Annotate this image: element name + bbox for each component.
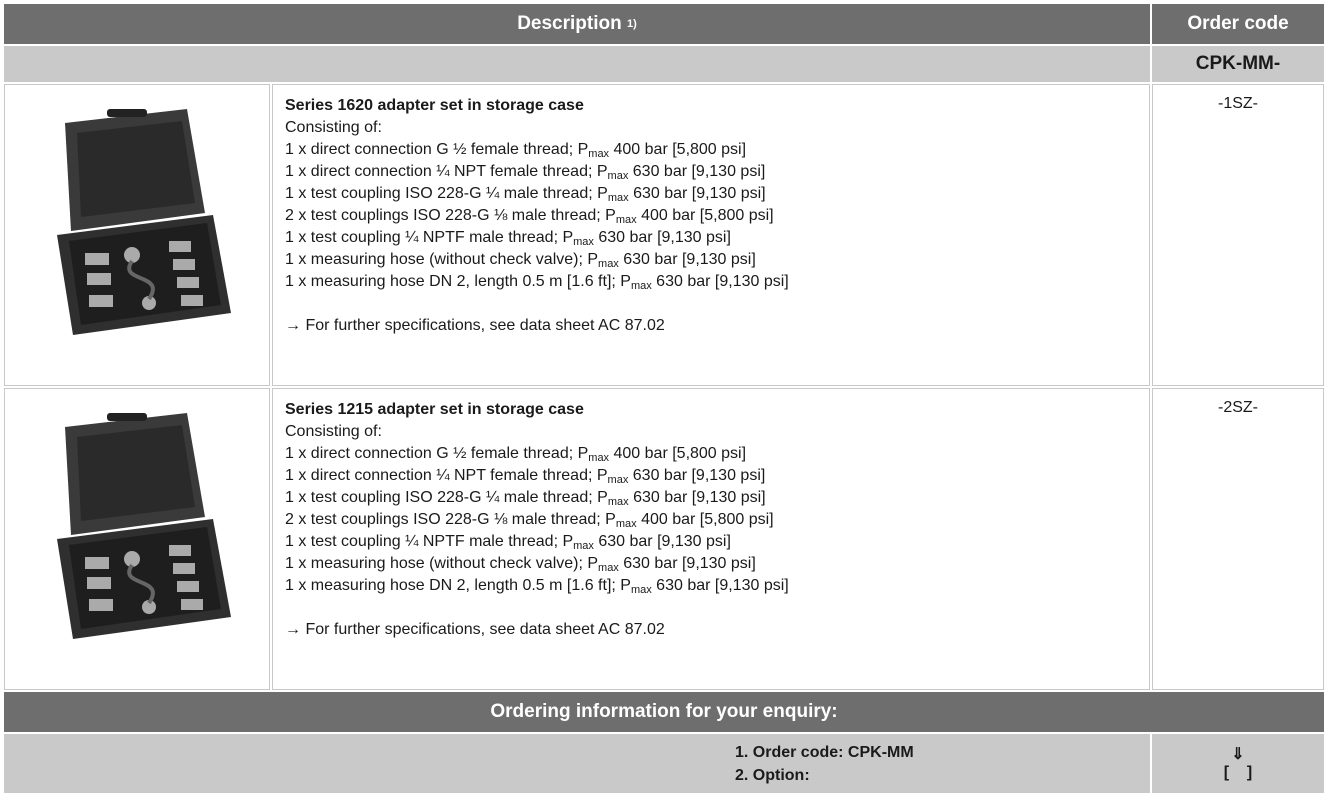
spec-line: 1 x direct connection ¼ NPT female threa…: [285, 161, 1149, 183]
spec-text: 2 x test couplings ISO 228-G ⅛ male thre…: [285, 207, 616, 224]
spec-text: 1 x direct connection ¼ NPT female threa…: [285, 467, 608, 484]
subscript: max: [573, 236, 594, 248]
subscript: max: [573, 540, 594, 552]
arrow: ⇓: [1231, 746, 1245, 763]
spec-line: 1 x measuring hose DN 2, length 0.5 m [1…: [285, 271, 1149, 293]
spec-line: 1 x test coupling ¼ NPTF male thread; Pm…: [285, 531, 1149, 553]
order-code: -2SZ-: [1152, 388, 1324, 690]
header-order-code: Order code: [1152, 4, 1324, 44]
subheader-cell: [4, 46, 1150, 82]
header-description: Description: [517, 13, 622, 34]
subscript: max: [588, 148, 610, 160]
intro: Consisting of:: [285, 423, 382, 440]
subscript: max: [607, 192, 629, 204]
spec-text: 630 bar [9,130 psi]: [628, 185, 766, 202]
spec-text: 630 bar [9,130 psi]: [651, 577, 789, 594]
step: 1. Order code: CPK-MM: [735, 744, 914, 761]
spec-text: 1 x measuring hose DN 2, length 0.5 m [1…: [285, 577, 631, 594]
spec-line: 1 x test coupling ¼ NPTF male thread; Pm…: [285, 227, 1149, 249]
spec-text: 630 bar [9,130 psi]: [593, 229, 731, 246]
description-cell: Series 1620 adapter set in storage case C…: [272, 84, 1150, 386]
subscript: max: [615, 214, 637, 226]
intro: Consisting of:: [285, 119, 382, 136]
subscript: max: [598, 562, 619, 574]
spec-text: 400 bar [5,800 psi]: [609, 141, 747, 158]
spec-text: 630 bar [9,130 psi]: [618, 251, 756, 268]
subscript: max: [607, 170, 629, 182]
spec-line: 2 x test couplings ISO 228-G ⅛ male thre…: [285, 509, 1149, 531]
spec-line: 2 x test couplings ISO 228-G ⅛ male thre…: [285, 205, 1149, 227]
spec-line: 1 x direct connection G ½ female thread;…: [285, 443, 1149, 465]
subscript: max: [588, 452, 610, 464]
product-title: Series 1620 adapter set in storage case: [285, 97, 584, 114]
spec-text: 400 bar [5,800 psi]: [609, 445, 747, 462]
spec-text: 400 bar [5,800 psi]: [636, 207, 774, 224]
datasheet-note: → For further specifications, see data s…: [285, 621, 665, 638]
subscript: max: [607, 496, 629, 508]
spec-text: 1 x test coupling ¼ NPTF male thread; P: [285, 533, 574, 550]
spec-text: 1 x measuring hose (without check valve)…: [285, 251, 599, 268]
subscript: max: [630, 584, 652, 596]
spec-text: 1 x direct connection G ½ female thread;…: [285, 445, 589, 462]
spec-text: 630 bar [9,130 psi]: [628, 163, 766, 180]
case-image: [57, 109, 231, 335]
ordering-code-cell: ⇓ [ ]: [1152, 734, 1324, 793]
spec-text: 2 x test couplings ISO 228-G ⅛ male thre…: [285, 511, 616, 528]
description-cell: Series 1215 adapter set in storage case C…: [272, 388, 1150, 690]
ordering-steps: 1. Order code: CPK-MM 2. Option:: [4, 734, 1150, 793]
image-cell: [4, 388, 270, 690]
code-prefix: CPK-MM-: [1152, 46, 1324, 82]
spec-text: 1 x test coupling ¼ NPTF male thread; P: [285, 229, 574, 246]
spec-line: 1 x test coupling ISO 228-G ¼ male threa…: [285, 183, 1149, 205]
spec-text: 1 x test coupling ISO 228-G ¼ male threa…: [285, 489, 608, 506]
header-cell: Description 1): [4, 4, 1150, 44]
subscript: max: [615, 518, 637, 530]
spec-text: 1 x direct connection ¼ NPT female threa…: [285, 163, 608, 180]
datasheet-note: → For further specifications, see data s…: [285, 317, 665, 334]
ordering-title: Ordering information for your enquiry:: [4, 692, 1324, 732]
image-cell: [4, 84, 270, 386]
spec-text: 400 bar [5,800 psi]: [636, 511, 774, 528]
spec-line: 1 x direct connection ¼ NPT female threa…: [285, 465, 1149, 487]
spec-text: 630 bar [9,130 psi]: [651, 273, 789, 290]
order-code: -1SZ-: [1152, 84, 1324, 386]
step: 2. Option:: [735, 767, 810, 784]
spec-text: 630 bar [9,130 psi]: [618, 555, 756, 572]
spec-line: 1 x direct connection G ½ female thread;…: [285, 139, 1149, 161]
spec-line: 1 x measuring hose (without check valve)…: [285, 553, 1149, 575]
spec-line: 1 x measuring hose (without check valve)…: [285, 249, 1149, 271]
spec-text: 1 x measuring hose DN 2, length 0.5 m [1…: [285, 273, 631, 290]
spec-text: 630 bar [9,130 psi]: [593, 533, 731, 550]
spacer: [285, 293, 1149, 315]
subscript: max: [630, 280, 652, 292]
bracket: [ ]: [1223, 764, 1253, 781]
spec-text: 1 x direct connection G ½ female thread;…: [285, 141, 589, 158]
spec-line: 1 x test coupling ISO 228-G ¼ male threa…: [285, 487, 1149, 509]
spec-line: 1 x measuring hose DN 2, length 0.5 m [1…: [285, 575, 1149, 597]
spec-text: 1 x test coupling ISO 228-G ¼ male threa…: [285, 185, 608, 202]
spacer: [285, 597, 1149, 619]
spec-text: 1 x measuring hose (without check valve)…: [285, 555, 599, 572]
subscript: max: [598, 258, 619, 270]
product-title: Series 1215 adapter set in storage case: [285, 401, 584, 418]
spec-text: 630 bar [9,130 psi]: [628, 467, 766, 484]
subscript: max: [607, 474, 629, 486]
case-image: [57, 413, 231, 639]
spec-text: 630 bar [9,130 psi]: [628, 489, 766, 506]
